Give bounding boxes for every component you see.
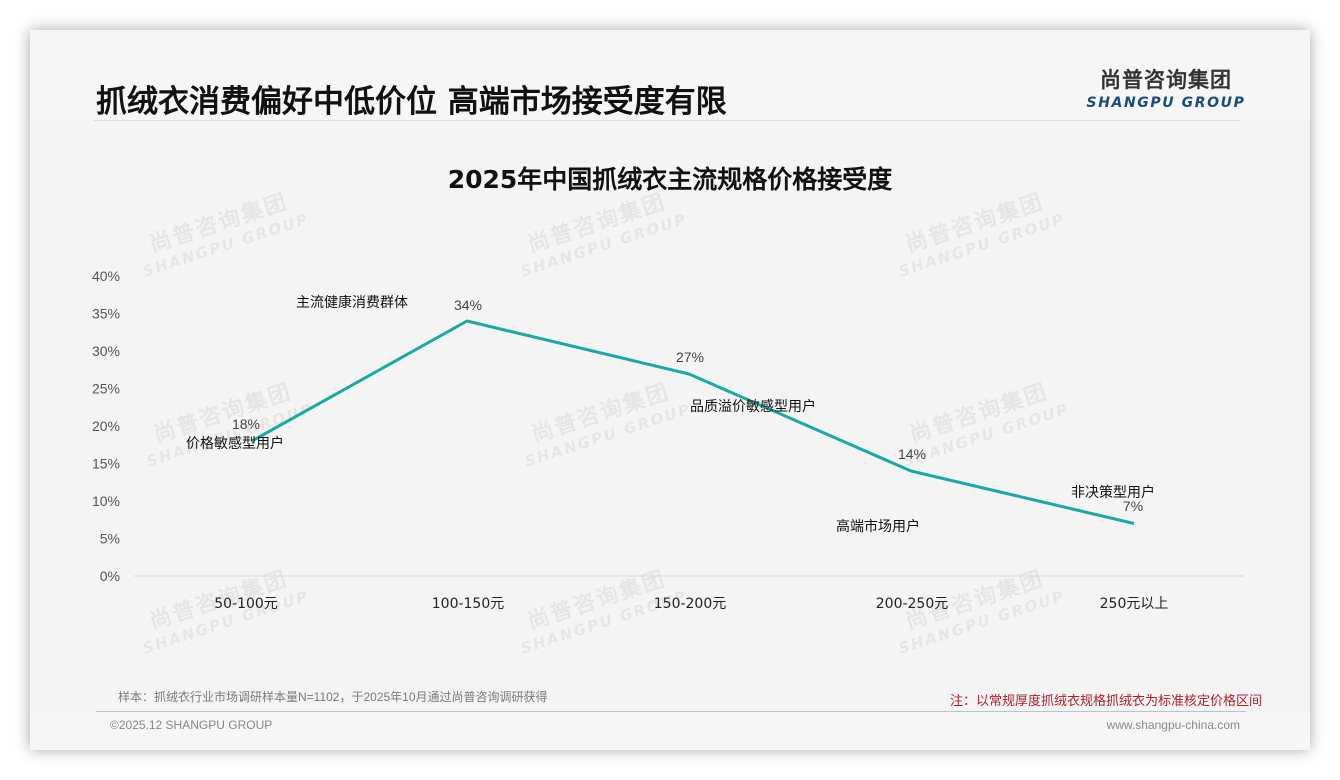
x-axis: 50-100元 100-150元 150-200元 200-250元 250元以…: [214, 596, 1168, 612]
data-label: 27%: [676, 349, 704, 365]
slide: 抓绒衣消费偏好中低价位 高端市场接受度有限 尚普咨询集团 SHANGPU GRO…: [30, 30, 1310, 750]
y-tick: 5%: [100, 531, 120, 547]
y-tick: 0%: [100, 568, 120, 584]
y-tick: 25%: [92, 381, 120, 397]
x-tick: 50-100元: [214, 596, 278, 612]
annotation: 高端市场用户: [836, 518, 920, 535]
footer-divider: [96, 711, 1246, 712]
line-chart: 0% 5% 10% 15% 20% 25% 30% 35% 40% 50-100…: [92, 268, 1244, 612]
logo-en: SHANGPU GROUP: [1086, 95, 1246, 111]
y-tick: 35%: [92, 306, 120, 322]
x-tick: 150-200元: [654, 596, 727, 612]
y-tick: 15%: [92, 456, 120, 472]
annotation: 主流健康消费群体: [296, 294, 408, 311]
company-logo: 尚普咨询集团 SHANGPU GROUP: [1086, 64, 1246, 111]
header-band: [30, 30, 1310, 120]
page-title: 抓绒衣消费偏好中低价位 高端市场接受度有限: [96, 84, 727, 120]
annotation: 价格敏感型用户: [186, 435, 284, 452]
annotation: 非决策型用户: [1071, 484, 1155, 501]
y-tick: 40%: [92, 268, 120, 284]
annotation: 品质溢价敏感型用户: [690, 398, 816, 415]
copyright: ©2025.12 SHANGPU GROUP: [110, 718, 273, 732]
y-tick: 10%: [92, 493, 120, 509]
series-line: [251, 319, 1135, 525]
chart-title: 2025年中国抓绒衣主流规格价格接受度: [447, 165, 893, 194]
footer-band: [30, 712, 1310, 750]
y-tick: 20%: [92, 418, 120, 434]
data-label: 14%: [898, 446, 926, 462]
website-link[interactable]: www.shangpu-china.com: [1106, 718, 1240, 732]
x-tick: 250元以上: [1100, 596, 1169, 612]
data-label: 7%: [1123, 498, 1143, 514]
y-tick: 30%: [92, 343, 120, 359]
x-tick: 100-150元: [432, 596, 505, 612]
logo-cn: 尚普咨询集团: [1100, 68, 1232, 92]
data-label: 34%: [454, 297, 482, 313]
methodology-note: 注：以常规厚度抓绒衣规格抓绒衣为标准核定价格区间: [949, 693, 1262, 708]
header-divider: [94, 120, 1240, 121]
sample-note: 样本：抓绒衣行业市场调研样本量N=1102，于2025年10月通过尚普咨询调研获…: [118, 690, 548, 704]
y-axis: 0% 5% 10% 15% 20% 25% 30% 35% 40%: [92, 268, 120, 584]
data-label: 18%: [232, 416, 260, 432]
x-tick: 200-250元: [876, 596, 949, 612]
